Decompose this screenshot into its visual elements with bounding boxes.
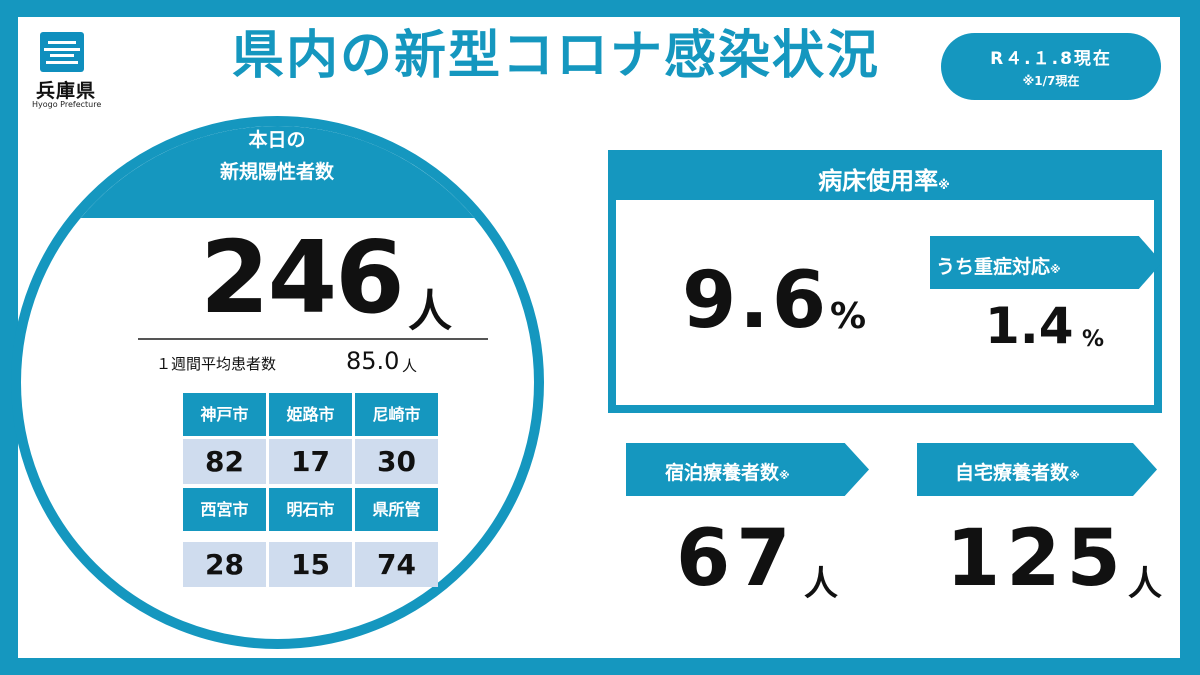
city-name: 姫路市 xyxy=(269,393,352,436)
date-line-2: ※1/7現在 xyxy=(1022,74,1080,88)
prefecture-logo-icon xyxy=(40,32,84,72)
city-name: 尼崎市 xyxy=(355,393,438,436)
city-name: 神戸市 xyxy=(183,393,266,436)
hotel-value: 67 xyxy=(676,514,797,604)
severe-unit: % xyxy=(1082,327,1105,352)
new-cases-circle xyxy=(11,116,544,649)
hotel-tag xyxy=(626,443,869,496)
home-unit: 人 xyxy=(1128,564,1162,604)
date-line-1: R４.１.8現在 xyxy=(990,49,1112,69)
home-label-text: 自宅療養者数 xyxy=(955,462,1070,484)
hotel-label: 宿泊療養者数※ xyxy=(665,458,790,485)
bed-usage-title: 病床使用率※ xyxy=(614,161,1154,196)
city-name: 県所管 xyxy=(355,488,438,531)
city-value: 82 xyxy=(183,439,266,484)
weekly-average-value: 85.0 xyxy=(346,347,400,375)
hotel-unit: 人 xyxy=(804,564,838,604)
severe-label: うち重症対応※ xyxy=(936,252,1061,279)
severe-tag xyxy=(930,236,1162,289)
note-mark: ※ xyxy=(779,469,790,482)
city-value: 74 xyxy=(355,542,438,587)
new-cases-heading-line-2: 新規陽性者数 xyxy=(219,161,335,183)
weekly-average-label: １週間平均患者数 xyxy=(156,355,277,373)
new-cases-band xyxy=(21,126,534,218)
note-mark: ※ xyxy=(1069,469,1080,482)
page-title: 県内の新型コロナ感染状況 xyxy=(232,26,881,86)
home-label: 自宅療養者数※ xyxy=(955,458,1080,485)
new-cases-unit: 人 xyxy=(408,286,452,337)
note-mark: ※ xyxy=(938,178,950,192)
bed-usage-unit: % xyxy=(830,296,867,337)
severe-value: 1.4 xyxy=(985,297,1074,355)
logo-text: 兵庫県 xyxy=(36,80,97,102)
home-tag xyxy=(917,443,1157,496)
new-cases-count: 246 xyxy=(200,219,405,336)
hotel-label-text: 宿泊療養者数 xyxy=(665,462,780,484)
date-badge: R４.１.8現在 ※1/7現在 xyxy=(941,33,1161,100)
city-value: 30 xyxy=(355,439,438,484)
new-cases-heading-line-1: 本日の xyxy=(248,129,306,151)
city-value: 28 xyxy=(183,542,266,587)
city-value: 17 xyxy=(269,439,352,484)
bed-usage-header: 病床使用率※ xyxy=(614,152,1156,200)
severe-label-text: うち重症対応 xyxy=(936,256,1051,278)
bed-usage-value: 9.6 xyxy=(682,256,830,346)
city-name: 明石市 xyxy=(269,488,352,531)
weekly-average-unit: 人 xyxy=(402,357,418,375)
bed-usage-title-text: 病床使用率 xyxy=(818,167,939,195)
divider xyxy=(138,338,488,340)
city-name: 西宮市 xyxy=(183,488,266,531)
logo-subtext: Hyogo Prefecture xyxy=(32,100,102,109)
note-mark: ※ xyxy=(1050,263,1061,276)
city-value: 15 xyxy=(269,542,352,587)
home-value: 125 xyxy=(946,514,1127,604)
